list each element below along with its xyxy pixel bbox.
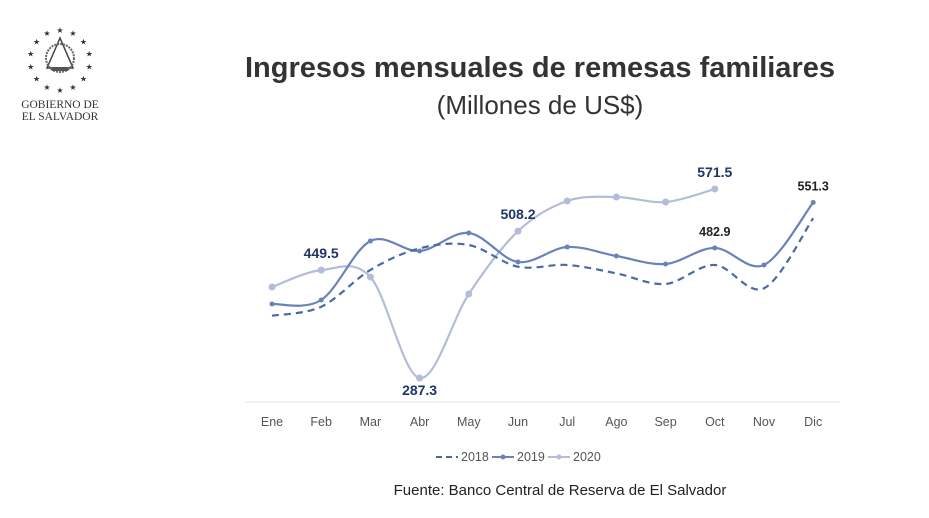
data-point-2020 — [612, 193, 620, 201]
data-point-2019 — [466, 230, 472, 236]
data-label: 287.3 — [402, 382, 437, 398]
legend-marker — [556, 454, 562, 460]
legend-label-2019: 2019 — [517, 450, 545, 464]
star-icon: ★ — [69, 83, 76, 92]
data-point-2020 — [317, 266, 325, 274]
logo-text-line2: EL SALVADOR — [21, 111, 99, 123]
x-tick-label: Mar — [360, 415, 382, 429]
star-icon: ★ — [86, 63, 93, 72]
star-icon: ★ — [43, 29, 50, 38]
star-icon: ★ — [80, 75, 87, 84]
x-tick-label: Jul — [559, 415, 575, 429]
data-point-2020 — [514, 227, 522, 235]
data-point-2020 — [268, 283, 276, 291]
x-tick-label: May — [457, 415, 481, 429]
star-icon: ★ — [33, 75, 40, 84]
data-point-2020 — [366, 273, 374, 281]
data-point-2020 — [662, 198, 670, 206]
data-point-2019 — [663, 261, 669, 267]
star-icon: ★ — [69, 29, 76, 38]
x-tick-label: Feb — [310, 415, 332, 429]
chart-subtitle: (Millones de US$) — [436, 90, 644, 120]
star-icon: ★ — [80, 37, 87, 46]
star-icon: ★ — [86, 49, 93, 58]
data-label: 482.9 — [699, 225, 730, 239]
x-tick-label: Abr — [410, 415, 429, 429]
x-tick-label: Sep — [654, 415, 676, 429]
chart-title: Ingresos mensuales de remesas familiares — [245, 52, 835, 84]
government-logo: ★ ★ ★ ★ ★ ★ ★ ★ ★ ★ ★ ★ ★ ★ GOBIERNO DE EL SALVADOR — [12, 22, 108, 123]
logo-text-line1: GOBIERNO DE — [21, 99, 99, 111]
data-point-2020 — [416, 374, 424, 382]
data-label: 508.2 — [500, 206, 535, 222]
x-tick-label: Ago — [605, 415, 627, 429]
data-point-2019 — [318, 297, 324, 303]
star-icon: ★ — [33, 37, 40, 46]
data-point-2020 — [563, 197, 571, 205]
data-point-2019 — [515, 259, 521, 265]
x-tick-label: Dic — [804, 415, 822, 429]
legend-label-2018: 2018 — [461, 450, 489, 464]
star-icon: ★ — [56, 86, 63, 94]
data-point-2019 — [269, 301, 275, 307]
star-icon: ★ — [43, 83, 50, 92]
x-tick-label: Ene — [261, 415, 283, 429]
data-point-2019 — [761, 262, 767, 268]
data-label: 571.5 — [697, 164, 732, 180]
data-label: 449.5 — [304, 245, 339, 261]
data-label: 551.3 — [798, 179, 829, 193]
series-line-2018 — [271, 217, 815, 317]
data-point-2020 — [711, 185, 719, 193]
data-point-2019 — [613, 253, 619, 259]
x-tick-label: Oct — [705, 415, 725, 429]
legend-marker — [500, 454, 506, 460]
data-point-2019 — [810, 199, 816, 205]
x-tick-label: Nov — [753, 415, 776, 429]
data-point-2019 — [564, 244, 570, 250]
series-line-2020 — [271, 187, 716, 380]
x-tick-label: Jun — [508, 415, 528, 429]
data-point-2019 — [417, 248, 423, 254]
star-icon: ★ — [27, 49, 34, 58]
coat-of-arms-icon: ★ ★★★★★★★★★★★★★ — [27, 26, 93, 95]
legend-label-2020: 2020 — [573, 450, 601, 464]
series-line-2019 — [271, 201, 815, 307]
data-point-2019 — [712, 245, 718, 251]
star-icon: ★ — [27, 63, 34, 72]
star-icon: ★ — [56, 26, 63, 35]
data-point-2020 — [465, 290, 473, 298]
data-point-2019 — [367, 238, 373, 244]
source-note: Fuente: Banco Central de Reserva de El S… — [393, 482, 727, 499]
